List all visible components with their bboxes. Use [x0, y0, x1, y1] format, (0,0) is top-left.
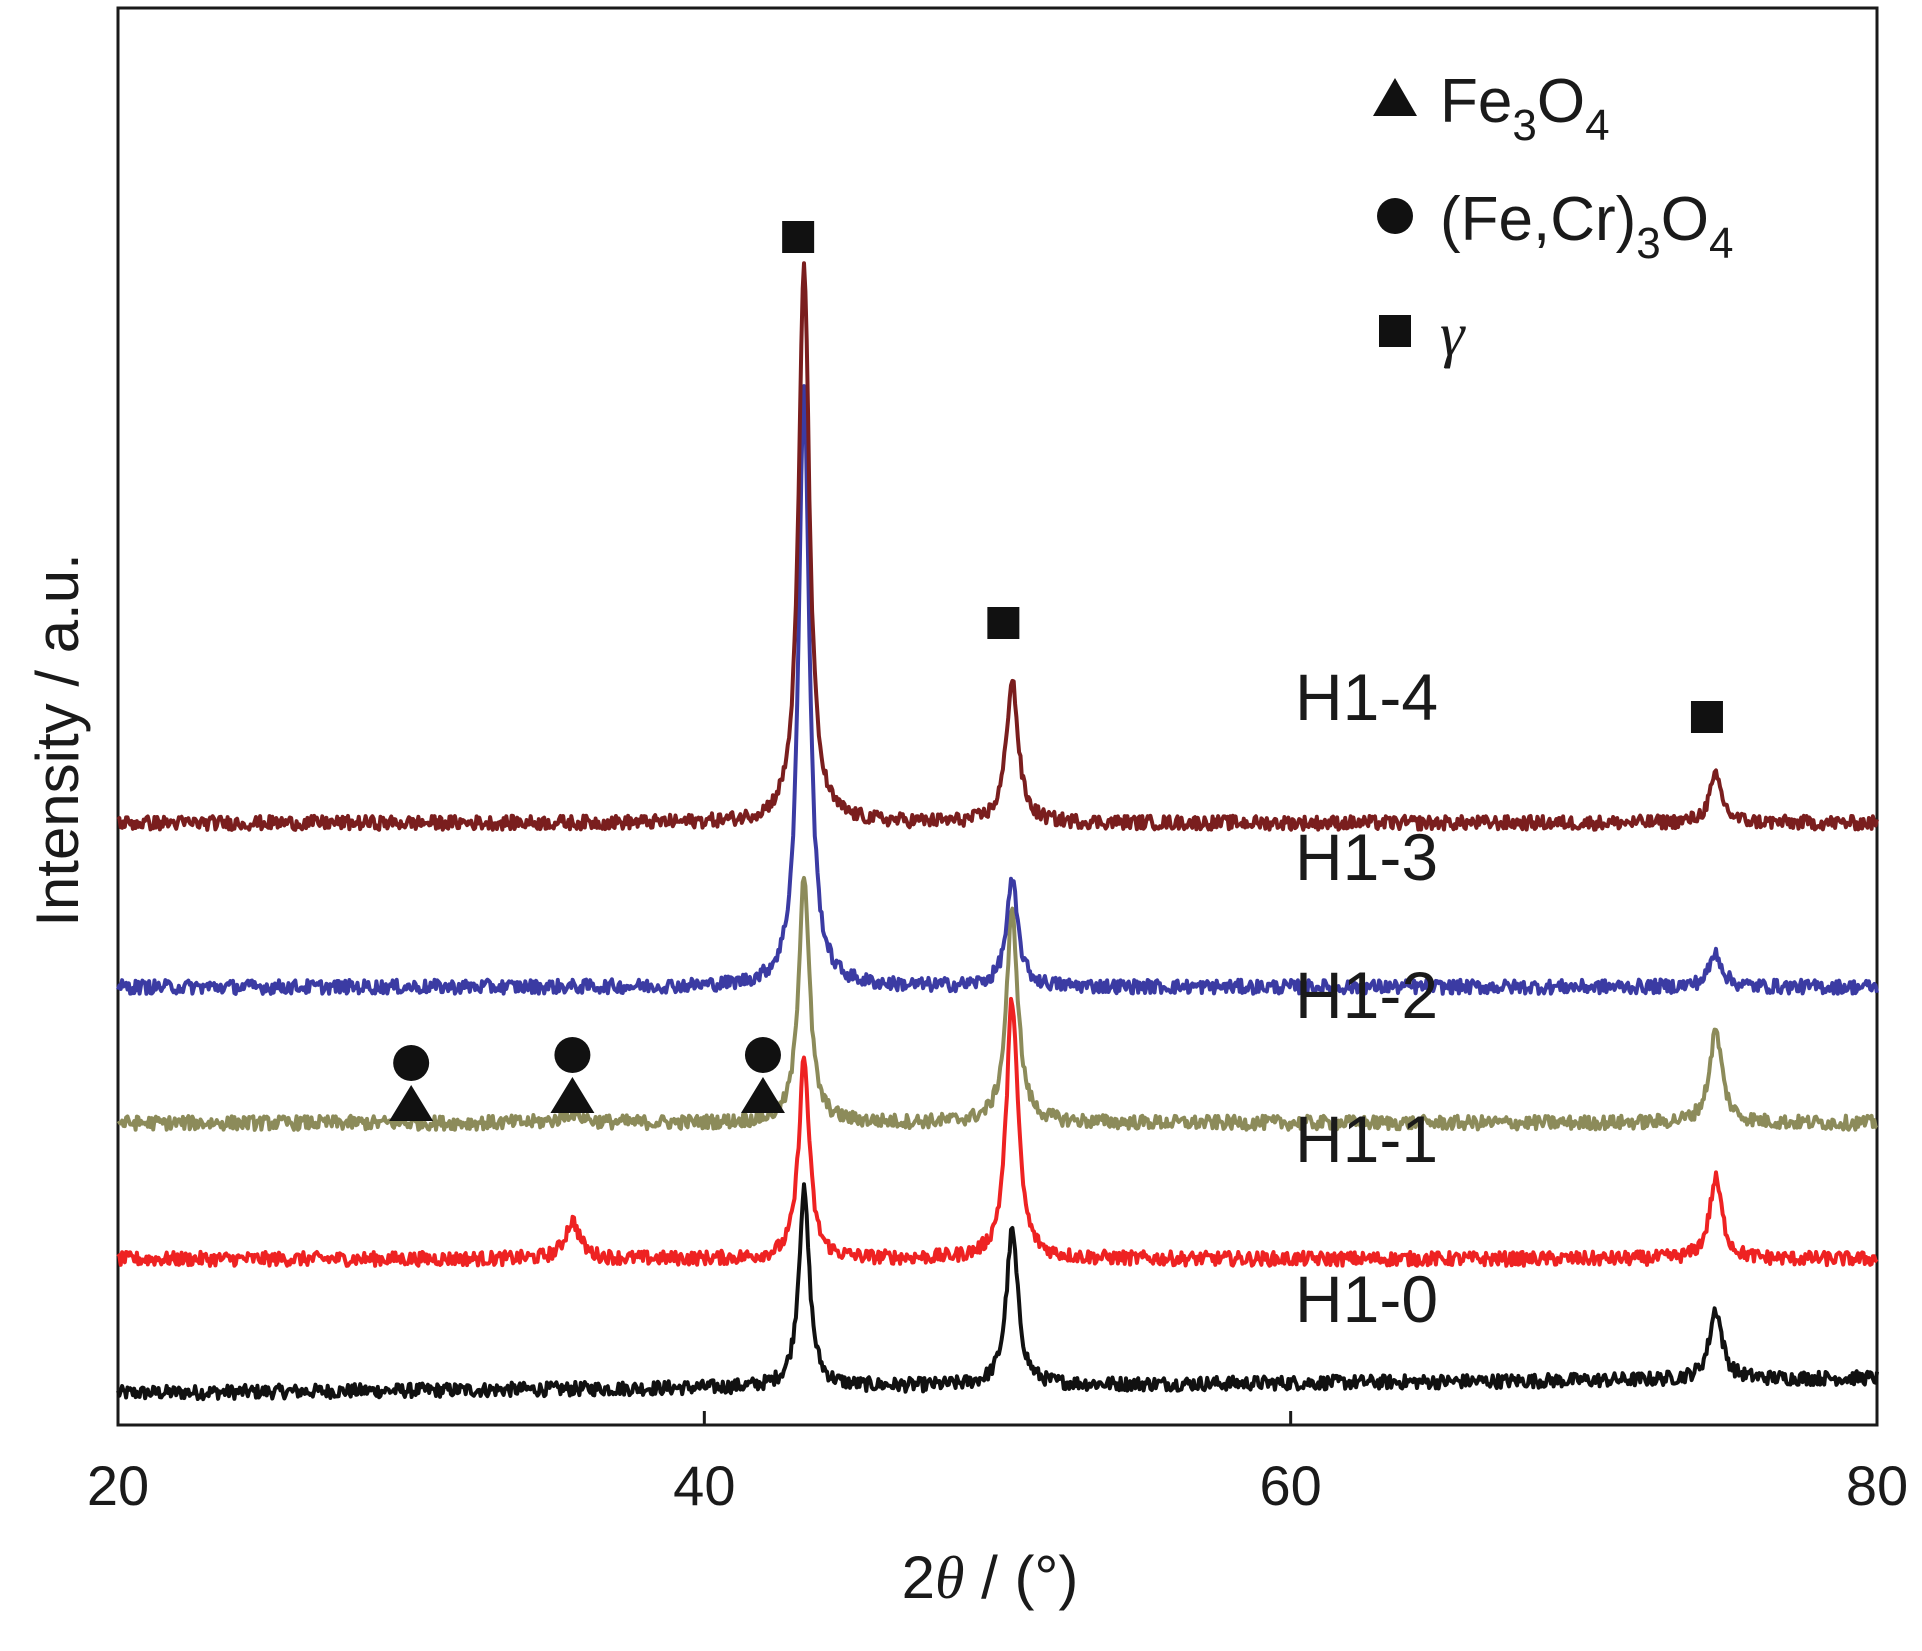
series-traces: [116, 261, 1879, 1402]
series-line-h1-0: [116, 1182, 1879, 1402]
square-marker: [987, 607, 1020, 639]
plot-frame: [116, 6, 1879, 1427]
legend-entry-label: Fe3O4: [1440, 67, 1610, 150]
series-label-h1-1: H1-1: [1295, 1102, 1438, 1176]
series-label-h1-3: H1-3: [1295, 820, 1438, 894]
x-axis-ticks: 20 40 60 80: [87, 1411, 1908, 1517]
x-tick-label: 80: [1846, 1454, 1908, 1517]
series-line-h1-1: [116, 996, 1879, 1268]
series-label-h1-4: H1-4: [1295, 660, 1438, 734]
square-marker: [782, 221, 815, 253]
circle-over-triangle-marker: [550, 1037, 595, 1113]
x-tick-label: 20: [87, 1454, 149, 1517]
y-axis-title: Intensity / a.u.: [24, 553, 91, 927]
legend-marker-triangle: [1373, 78, 1417, 116]
series-labels: H1-0 H1-1 H1-2 H1-3 H1-4: [1295, 660, 1438, 1336]
peak-annotations: [389, 221, 1723, 1121]
series-label-h1-2: H1-2: [1295, 958, 1438, 1032]
x-axis-title: 2θ / (°): [902, 1544, 1079, 1611]
legend-entry-label: (Fe,Cr)3O4: [1440, 185, 1734, 268]
x-tick-label: 40: [673, 1454, 735, 1517]
x-tick-label: 60: [1260, 1454, 1322, 1517]
series-line-h1-3: [116, 384, 1879, 996]
circle-over-triangle-marker: [389, 1045, 434, 1121]
legend-marker-circle: [1377, 198, 1413, 234]
series-line-h1-2: [116, 875, 1879, 1132]
circle-over-triangle-marker: [740, 1037, 785, 1113]
series-line-h1-4: [116, 261, 1879, 832]
legend: Fe3O4 (Fe,Cr)3O4 γ: [1373, 67, 1734, 369]
square-marker: [1690, 701, 1723, 733]
legend-entry-label: γ: [1440, 301, 1466, 369]
legend-marker-square: [1379, 315, 1411, 347]
series-label-h1-0: H1-0: [1295, 1262, 1438, 1336]
